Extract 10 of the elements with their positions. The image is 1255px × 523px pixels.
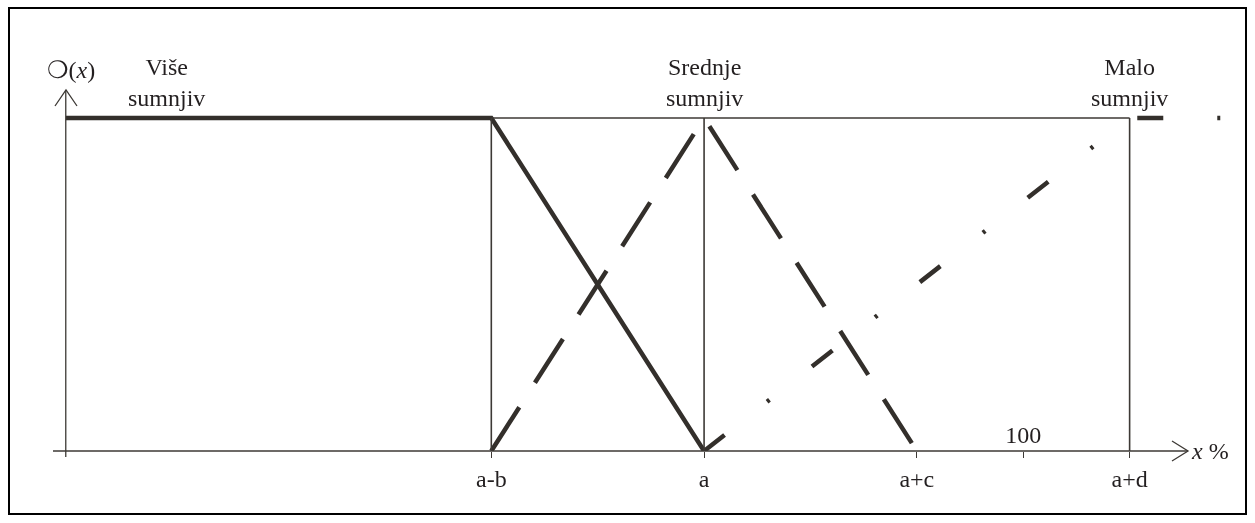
x-axis-title: x % bbox=[1191, 438, 1229, 464]
x-tick-label: a bbox=[698, 465, 710, 492]
series-label: Više sumnjiv bbox=[128, 54, 206, 112]
x-tick-label: a+d bbox=[1111, 465, 1148, 492]
x-tick-label: a-b bbox=[475, 465, 507, 492]
series-label: Malo sumnjiv bbox=[1091, 54, 1169, 112]
y-axis-title: ❍(x) bbox=[47, 57, 96, 83]
x-tick-label: a+c bbox=[899, 465, 935, 492]
series-label: Srednje sumnjiv bbox=[666, 54, 744, 112]
x-tick-label: 100 bbox=[1005, 422, 1042, 449]
